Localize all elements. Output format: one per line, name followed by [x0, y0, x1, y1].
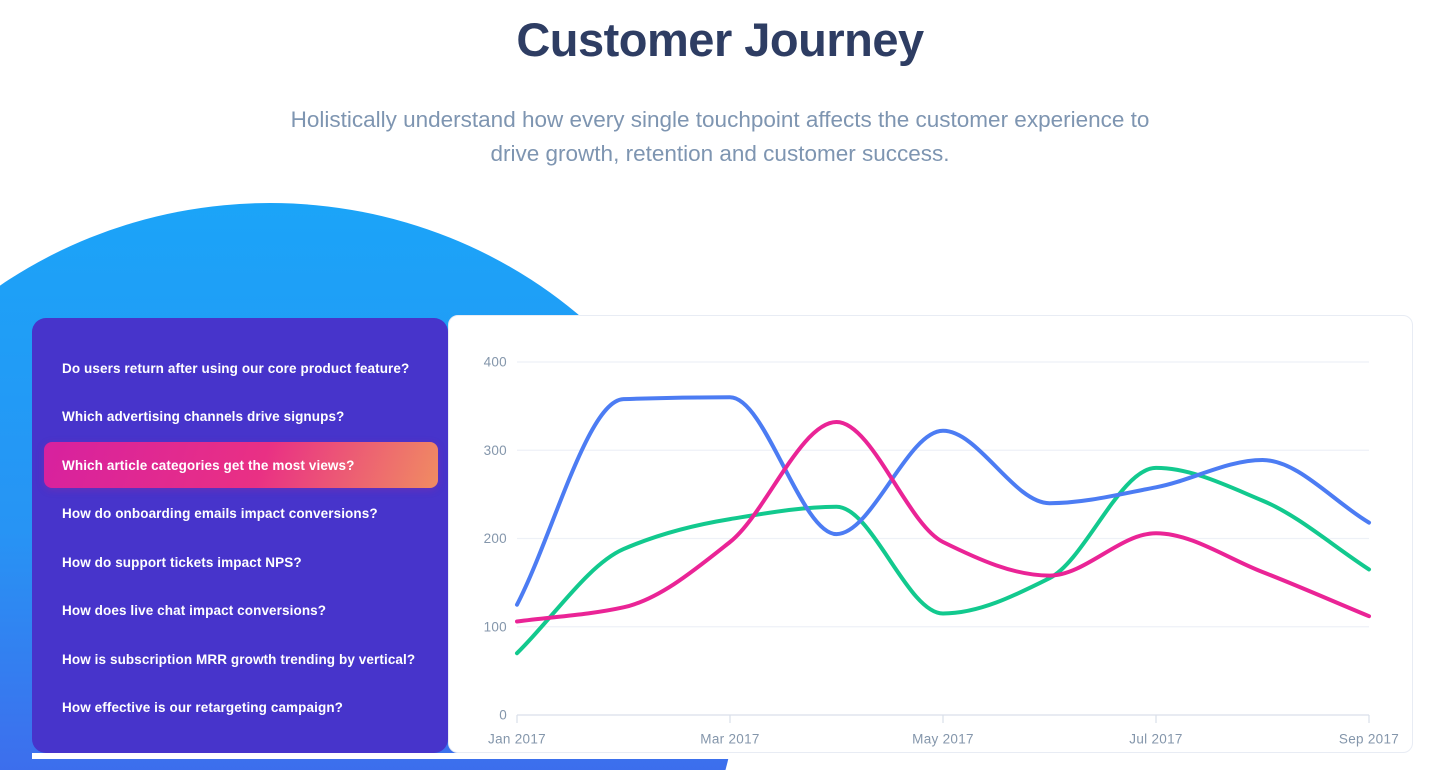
- svg-text:100: 100: [484, 619, 507, 634]
- gridlines: [517, 361, 1369, 628]
- sidebar-item-1[interactable]: Do users return after using our core pro…: [32, 344, 448, 393]
- series-line-magenta: [515, 420, 1371, 624]
- series-line-green: [515, 465, 1371, 656]
- y-axis-labels: 0 100 200 300 400: [484, 355, 507, 723]
- x-axis-labels: Jan 2017 Mar 2017 May 2017 Jul 2017 Sep 2017: [488, 732, 1399, 747]
- chart-card: 0 100 200 300 400 Jan 2017 Mar 2017 May 2017 Jul…: [448, 315, 1413, 753]
- sidebar-item-label: How do support tickets impact NPS?: [62, 554, 302, 570]
- sidebar-item-label: How is subscription MRR growth trending …: [62, 651, 416, 667]
- sidebar-item-label: How effective is our retargeting campaig…: [62, 700, 344, 716]
- page-title: Customer Journey: [516, 13, 924, 66]
- sidebar-item-3[interactable]: Which article categories get the most vi…: [44, 442, 438, 489]
- x-axis: [516, 714, 1370, 723]
- svg-text:300: 300: [484, 443, 507, 458]
- svg-text:Jan 2017: Jan 2017: [488, 732, 546, 747]
- svg-text:0: 0: [499, 708, 507, 723]
- subtitle-line-2: drive growth, retention and customer suc…: [490, 141, 950, 166]
- sidebar-item-7[interactable]: How is subscription MRR growth trending …: [32, 635, 448, 684]
- section-divider: [32, 753, 762, 759]
- sidebar-item-6[interactable]: How does live chat impact conversions?: [32, 586, 448, 635]
- question-sidebar: Do users return after using our core pro…: [32, 318, 448, 753]
- sidebar-item-label: How do onboarding emails impact conversi…: [62, 505, 378, 521]
- line-chart: 0 100 200 300 400 Jan 2017 Mar 2017 May 2017 Jul…: [484, 355, 1399, 747]
- sidebar-item-label: How does live chat impact conversions?: [62, 603, 327, 619]
- question-list: Do users return after using our core pro…: [32, 318, 448, 732]
- sidebar-item-5[interactable]: How do support tickets impact NPS?: [32, 538, 448, 587]
- sidebar-item-4[interactable]: How do onboarding emails impact conversi…: [32, 489, 448, 538]
- sidebar-item-8[interactable]: How effective is our retargeting campaig…: [32, 684, 448, 733]
- sidebar-item-2[interactable]: Which advertising channels drive signups…: [32, 393, 448, 442]
- svg-text:400: 400: [484, 355, 507, 370]
- svg-text:May 2017: May 2017: [912, 732, 974, 747]
- page-subtitle: Holistically understand how every single…: [0, 103, 1440, 171]
- svg-text:Jul 2017: Jul 2017: [1129, 732, 1182, 747]
- svg-text:Sep 2017: Sep 2017: [1339, 732, 1399, 747]
- sidebar-item-label: Which advertising channels drive signups…: [62, 409, 345, 425]
- series-line-blue: [515, 395, 1371, 607]
- svg-text:200: 200: [484, 531, 507, 546]
- svg-text:Mar 2017: Mar 2017: [700, 732, 759, 747]
- sidebar-item-label: Do users return after using our core pro…: [62, 360, 410, 376]
- sidebar-item-label: Which article categories get the most vi…: [62, 457, 355, 473]
- subtitle-line-1: Holistically understand how every single…: [290, 107, 1150, 132]
